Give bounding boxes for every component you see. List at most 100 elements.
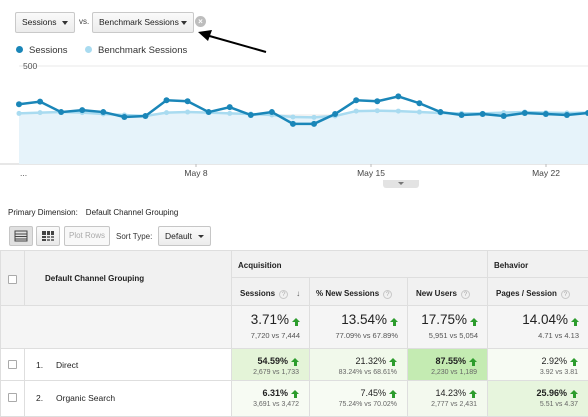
cell-value: 21.32% bbox=[355, 356, 386, 366]
column-header-new-users[interactable]: New Users? bbox=[408, 278, 488, 306]
row-sessions-cell: 6.31% 3,691 vs 3,472 bbox=[232, 381, 310, 417]
collapse-chart-toggle[interactable] bbox=[383, 180, 419, 188]
sort-type-value: Default bbox=[165, 231, 192, 241]
chevron-down-icon bbox=[181, 21, 187, 25]
benchmark-point bbox=[311, 114, 317, 120]
pivot-view-icon bbox=[42, 231, 54, 241]
totals-new-sessions-sub: 77.09% vs 67.89% bbox=[335, 331, 398, 340]
row-channel-link[interactable]: Organic Search bbox=[56, 393, 116, 403]
totals-new-users-sub: 5,951 vs 5,054 bbox=[428, 331, 478, 340]
row-pages-session-cell: 25.96% 5.51 vs 4.37 bbox=[488, 381, 588, 417]
metric-selector[interactable]: Sessions bbox=[15, 12, 75, 33]
primary-dimension: Primary Dimension: Default Channel Groupi… bbox=[8, 208, 178, 217]
sessions-point bbox=[247, 112, 254, 118]
sessions-point bbox=[268, 109, 275, 116]
help-icon[interactable]: ? bbox=[460, 290, 470, 299]
help-icon[interactable]: ? bbox=[560, 290, 570, 299]
cell-sub: 2,230 vs 1,189 bbox=[431, 369, 477, 376]
row-checkbox-cell bbox=[0, 349, 25, 381]
sessions-point bbox=[500, 112, 507, 119]
row-number: 1. bbox=[36, 360, 44, 370]
behavior-label: Behavior bbox=[494, 261, 529, 270]
remove-comparison-icon[interactable]: × bbox=[195, 16, 206, 27]
help-icon[interactable]: ? bbox=[279, 290, 289, 299]
arrow-up-icon bbox=[292, 318, 300, 326]
dimension-header: Default Channel Grouping bbox=[45, 274, 145, 283]
column-header-pages-session[interactable]: Pages / Session? bbox=[488, 278, 588, 306]
sessions-point bbox=[226, 104, 233, 111]
sessions-point bbox=[142, 112, 149, 119]
arrow-up-icon bbox=[390, 318, 398, 326]
cell-value: 2.92% bbox=[541, 356, 567, 366]
cell-sub: 3,691 vs 3,472 bbox=[253, 401, 299, 408]
table-row-organic-search: 2. Organic Search bbox=[25, 381, 232, 417]
chevron-down-icon bbox=[198, 235, 204, 238]
sessions-point bbox=[542, 111, 549, 118]
benchmark-selector-label: Benchmark Sessions bbox=[99, 17, 179, 27]
totals-pages-session: 14.04% 4.71 vs 4.13 bbox=[488, 306, 588, 349]
plot-rows-button[interactable]: Plot Rows bbox=[64, 226, 110, 246]
legend-benchmark[interactable]: Benchmark Sessions bbox=[85, 45, 187, 56]
cell-sub: 2,679 vs 1,733 bbox=[253, 369, 299, 376]
sessions-point bbox=[163, 97, 170, 104]
dimension-header-cell[interactable]: Default Channel Grouping bbox=[25, 250, 232, 306]
column-header-new-sessions[interactable]: % New Sessions? bbox=[310, 278, 408, 306]
cell-sub: 3.92 vs 3.81 bbox=[539, 369, 578, 376]
row-number: 2. bbox=[36, 393, 44, 403]
row-channel-link[interactable]: Direct bbox=[56, 360, 79, 370]
totals-pages-session-value: 14.04% bbox=[522, 312, 568, 327]
table-row-direct: 1. Direct bbox=[25, 349, 232, 381]
totals-new-sessions-value: 13.54% bbox=[341, 312, 387, 327]
sessions-point bbox=[521, 110, 528, 117]
help-icon[interactable]: ? bbox=[383, 290, 393, 299]
totals-new-users: 17.75% 5,951 vs 5,054 bbox=[408, 306, 488, 349]
totals-sessions: 3.71% 7,720 vs 7,444 bbox=[232, 306, 310, 349]
pivot-view-button[interactable] bbox=[36, 226, 60, 246]
row-new-sessions-cell: 21.32% 83.24% vs 68.61% bbox=[310, 349, 408, 381]
sessions-point bbox=[563, 112, 570, 118]
sessions-point bbox=[395, 93, 402, 100]
sessions-point bbox=[353, 97, 360, 104]
benchmark-point bbox=[416, 109, 422, 115]
column-new-sessions-label: % New Sessions bbox=[316, 289, 380, 298]
x-tick-label: ... bbox=[20, 168, 27, 178]
arrow-up-icon bbox=[570, 390, 578, 398]
row-checkbox[interactable] bbox=[8, 360, 17, 369]
arrow-up-icon bbox=[389, 358, 397, 366]
totals-pages-session-sub: 4.71 vs 4.13 bbox=[538, 331, 579, 340]
benchmark-point bbox=[227, 110, 233, 116]
row-checkbox[interactable] bbox=[8, 393, 17, 402]
sessions-point bbox=[289, 120, 296, 127]
primary-dimension-value[interactable]: Default Channel Grouping bbox=[85, 208, 179, 217]
benchmark-area bbox=[19, 110, 588, 164]
totals-sessions-sub: 7,720 vs 7,444 bbox=[250, 331, 300, 340]
sessions-point bbox=[437, 109, 444, 116]
arrow-up-icon bbox=[570, 358, 578, 366]
table-view-button[interactable] bbox=[9, 226, 33, 246]
column-header-sessions[interactable]: Sessions? ↓ bbox=[232, 278, 310, 306]
benchmark-selector[interactable]: Benchmark Sessions bbox=[92, 12, 194, 33]
sessions-color-dot bbox=[16, 46, 23, 53]
arrow-up-icon bbox=[291, 358, 299, 366]
row-new-users-cell: 87.55% 2,230 vs 1,189 bbox=[408, 349, 488, 381]
select-all-checkbox[interactable] bbox=[8, 275, 17, 284]
row-pages-session-cell: 2.92% 3.92 vs 3.81 bbox=[488, 349, 588, 381]
sessions-point bbox=[184, 98, 191, 105]
sort-descending-icon: ↓ bbox=[296, 289, 301, 298]
sessions-point bbox=[311, 120, 318, 127]
sessions-point bbox=[205, 109, 212, 116]
cell-sub: 75.24% vs 70.02% bbox=[338, 401, 397, 408]
row-new-sessions-cell: 7.45% 75.24% vs 70.02% bbox=[310, 381, 408, 417]
sort-type-select[interactable]: Default bbox=[158, 226, 211, 246]
vs-label: vs. bbox=[79, 17, 90, 26]
sessions-point bbox=[58, 109, 65, 116]
row-sessions-cell: 54.59% 2,679 vs 1,733 bbox=[232, 349, 310, 381]
legend-sessions[interactable]: Sessions bbox=[16, 45, 68, 56]
column-pages-session-label: Pages / Session bbox=[496, 289, 557, 298]
sessions-point bbox=[458, 112, 465, 118]
cell-value: 6.31% bbox=[262, 388, 288, 398]
x-tick-label: May 15 bbox=[357, 168, 385, 178]
cell-value: 25.96% bbox=[536, 388, 567, 398]
arrow-up-icon bbox=[469, 358, 477, 366]
